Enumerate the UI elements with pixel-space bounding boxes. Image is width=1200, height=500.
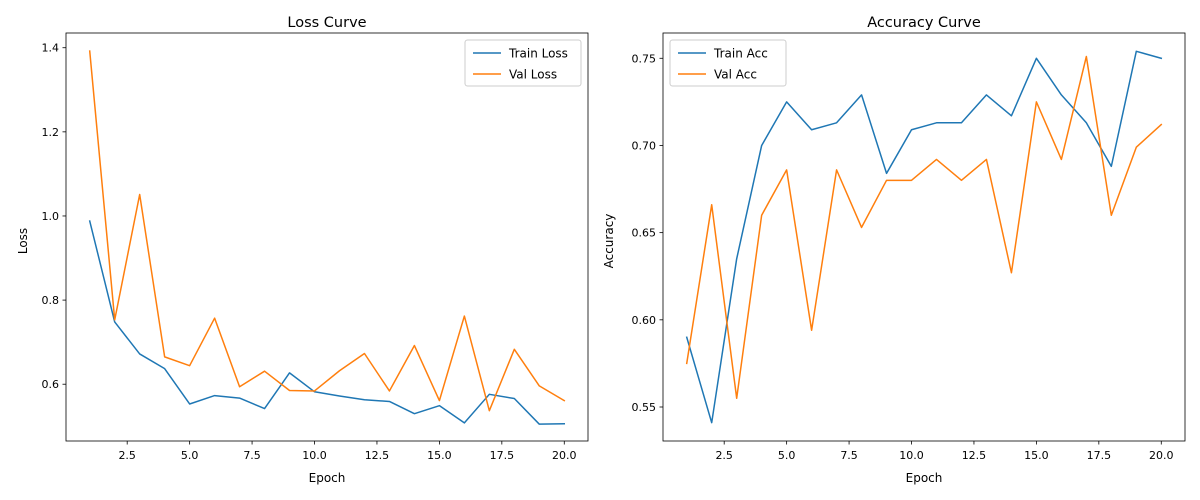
- loss-legend: Train Loss Val Loss: [464, 39, 582, 87]
- accuracy-y-tick-label: 0.70: [632, 139, 657, 152]
- accuracy-y-tick-label: 0.65: [632, 227, 657, 240]
- accuracy-legend: Train Acc Val Acc: [669, 39, 787, 87]
- loss-y-tick-label: 1.0: [42, 210, 60, 223]
- accuracy-x-tick-label: 7.5: [840, 449, 858, 462]
- accuracy-x-tick-label: 20.0: [1149, 449, 1174, 462]
- loss-chart-xlabel: Epoch: [309, 471, 346, 485]
- accuracy-y-tick-label: 0.55: [632, 401, 657, 414]
- accuracy-x-tick-label: 2.5: [715, 449, 733, 462]
- loss-x-tick-label: 10.0: [302, 449, 327, 462]
- accuracy-axes-frame: [662, 32, 1186, 442]
- accuracy-x-tick-label: 15.0: [1024, 449, 1049, 462]
- loss-y-tick-label: 1.4: [42, 42, 60, 55]
- loss-y-tick-label: 0.6: [42, 378, 60, 391]
- loss-x-tick-label: 15.0: [427, 449, 452, 462]
- accuracy-x-tick-label: 17.5: [1087, 449, 1112, 462]
- loss-chart-title: Loss Curve: [287, 15, 366, 31]
- accuracy-x-tick-label: 10.0: [899, 449, 924, 462]
- accuracy-series-val-acc-line: [685, 55, 1163, 400]
- loss-chart-ylabel: Loss: [16, 228, 30, 254]
- loss-x-tick-label: 20.0: [552, 449, 577, 462]
- accuracy-y-tick-label: 0.60: [632, 314, 657, 327]
- loss-series-train-loss-line: [88, 220, 566, 425]
- accuracy-chart-ylabel: Accuracy: [602, 214, 616, 269]
- accuracy-x-tick-label: 5.0: [778, 449, 796, 462]
- loss-legend-label: Val Loss: [509, 68, 557, 82]
- accuracy-chart: Accuracy Curve Epoch Accuracy 2.5 5.0 7.5 1…: [602, 15, 1186, 485]
- loss-x-tick-label: 12.5: [365, 449, 390, 462]
- loss-axes-frame: [65, 32, 589, 442]
- accuracy-x-tick-label: 12.5: [962, 449, 987, 462]
- loss-y-tick-label: 1.2: [42, 126, 60, 139]
- accuracy-chart-xlabel: Epoch: [906, 471, 943, 485]
- loss-x-tick-label: 7.5: [243, 449, 261, 462]
- accuracy-series-train-acc-line: [685, 50, 1163, 424]
- accuracy-chart-title: Accuracy Curve: [867, 15, 981, 31]
- loss-x-tick-label: 17.5: [490, 449, 515, 462]
- accuracy-legend-label: Val Acc: [714, 68, 757, 82]
- loss-legend-label: Train Loss: [508, 47, 568, 61]
- loss-series-val-loss-line: [88, 50, 566, 412]
- loss-chart-plot-area: 2.5 5.0 7.5 10.0 12.5 15.0 17.5 20.0 0.6 0.8 1.0 1.…: [42, 32, 589, 462]
- loss-x-tick-label: 5.0: [181, 449, 199, 462]
- loss-x-tick-label: 2.5: [118, 449, 136, 462]
- loss-y-tick-label: 0.8: [42, 294, 60, 307]
- loss-chart: Loss Curve Epoch Loss 2.5 5.0 7.5 10.0 12.5 1…: [16, 15, 589, 485]
- accuracy-legend-label: Train Acc: [713, 47, 768, 61]
- accuracy-y-tick-label: 0.75: [632, 52, 657, 65]
- accuracy-chart-plot-area: 2.5 5.0 7.5 10.0 12.5 15.0 17.5 20.0 0.55 0.60 0.6…: [632, 32, 1186, 462]
